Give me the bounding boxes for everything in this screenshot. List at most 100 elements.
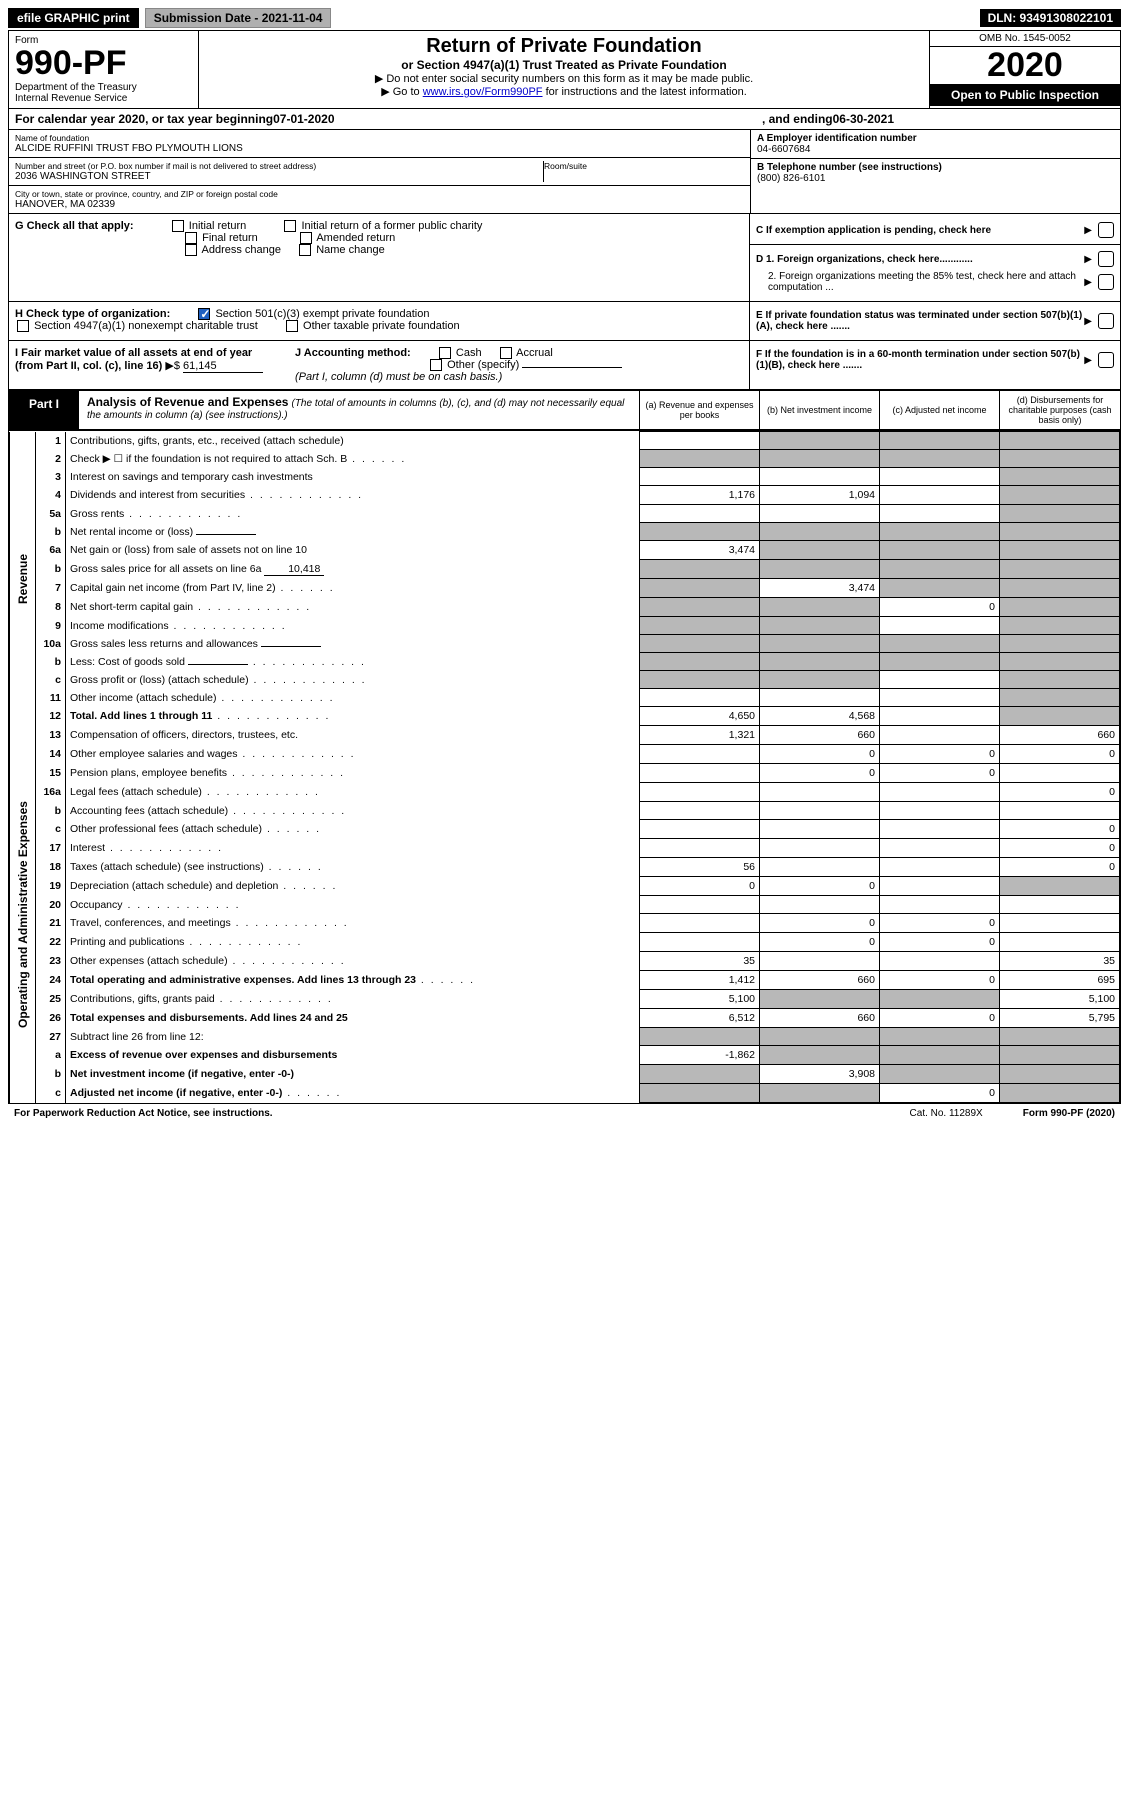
efile-button[interactable]: efile GRAPHIC print: [8, 8, 139, 28]
info-left: Name of foundation ALCIDE RUFFINI TRUST …: [9, 130, 750, 213]
amount-cell: [880, 707, 1000, 726]
line-description: Total. Add lines 1 through 11: [66, 707, 640, 726]
ein-label: A Employer identification number: [757, 133, 1114, 144]
table-row: 4Dividends and interest from securities1…: [10, 486, 1120, 505]
amount-cell: -1,862: [640, 1046, 760, 1065]
line-description: Taxes (attach schedule) (see instruction…: [66, 858, 640, 877]
table-row: 14Other employee salaries and wages000: [10, 745, 1120, 764]
chk-other-taxable[interactable]: [286, 320, 298, 332]
amount-cell: [760, 598, 880, 617]
amount-cell: [1000, 523, 1120, 541]
amount-cell: [760, 635, 880, 653]
amount-cell: [640, 468, 760, 486]
amount-cell: [1000, 877, 1120, 896]
part1-desc: Analysis of Revenue and Expenses (The to…: [79, 391, 640, 429]
amount-cell: [1000, 764, 1120, 783]
table-row: 2Check ▶ ☐ if the foundation is not requ…: [10, 450, 1120, 468]
table-row: 6aNet gain or (loss) from sale of assets…: [10, 541, 1120, 560]
amount-cell: [880, 1028, 1000, 1046]
cal-mid: , and ending: [762, 112, 833, 126]
amount-cell: [1000, 896, 1120, 914]
chk-other-method[interactable]: [430, 359, 442, 371]
chk-e[interactable]: [1098, 313, 1114, 329]
amount-cell: [1000, 617, 1120, 635]
table-row: 18Taxes (attach schedule) (see instructi…: [10, 858, 1120, 877]
phone-value: (800) 826-6101: [757, 173, 1114, 184]
inline-value: 10,418: [264, 563, 324, 576]
line-number: 26: [36, 1009, 66, 1028]
amount-cell: [1000, 560, 1120, 579]
amount-cell: 1,321: [640, 726, 760, 745]
amount-cell: 3,474: [640, 541, 760, 560]
line-number: b: [36, 802, 66, 820]
amount-cell: 1,176: [640, 486, 760, 505]
line-number: a: [36, 1046, 66, 1065]
amount-cell: [760, 468, 880, 486]
chk-accrual[interactable]: [500, 347, 512, 359]
fmv-value: 61,145: [183, 360, 263, 373]
amount-cell: 35: [1000, 952, 1120, 971]
opt-other-method: Other (specify): [447, 359, 519, 371]
h-label: H Check type of organization:: [15, 308, 170, 320]
i-arrow: ▶$: [165, 360, 180, 372]
amount-cell: [1000, 653, 1120, 671]
table-row: 17Interest0: [10, 839, 1120, 858]
table-row: bLess: Cost of goods sold: [10, 653, 1120, 671]
table-row: bGross sales price for all assets on lin…: [10, 560, 1120, 579]
amount-cell: 6,512: [640, 1009, 760, 1028]
amount-cell: [760, 952, 880, 971]
inline-value: [188, 664, 248, 665]
chk-name-change[interactable]: [299, 244, 311, 256]
expenses-side-label: Operating and Administrative Expenses: [10, 726, 36, 1103]
opt-4947: Section 4947(a)(1) nonexempt charitable …: [34, 320, 258, 332]
table-row: cAdjusted net income (if negative, enter…: [10, 1084, 1120, 1103]
opt-name-change: Name change: [316, 244, 385, 256]
chk-address-change[interactable]: [185, 244, 197, 256]
chk-cash[interactable]: [439, 347, 451, 359]
info-right: A Employer identification number 04-6607…: [750, 130, 1120, 213]
submission-date: Submission Date - 2021-11-04: [145, 8, 332, 28]
h-section: H Check type of organization: Section 50…: [9, 302, 750, 340]
table-row: 8Net short-term capital gain0: [10, 598, 1120, 617]
amount-cell: [1000, 541, 1120, 560]
irs-link[interactable]: www.irs.gov/Form990PF: [423, 86, 543, 98]
inline-value: [196, 534, 256, 535]
amount-cell: 0: [880, 598, 1000, 617]
header-right: OMB No. 1545-0052 2020 Open to Public In…: [930, 31, 1120, 108]
chk-final-return[interactable]: [185, 232, 197, 244]
line-number: 15: [36, 764, 66, 783]
amount-cell: [880, 450, 1000, 468]
line-description: Excess of revenue over expenses and disb…: [66, 1046, 640, 1065]
chk-c[interactable]: [1098, 222, 1114, 238]
chk-d1[interactable]: [1098, 251, 1114, 267]
amount-cell: [760, 1028, 880, 1046]
line-description: Net gain or (loss) from sale of assets n…: [66, 541, 640, 560]
amount-cell: [640, 820, 760, 839]
table-row: 10aGross sales less returns and allowanc…: [10, 635, 1120, 653]
open-inspection: Open to Public Inspection: [930, 84, 1120, 106]
amount-cell: [760, 802, 880, 820]
chk-initial-former[interactable]: [284, 220, 296, 232]
chk-501c3[interactable]: [198, 308, 210, 320]
amount-cell: [880, 653, 1000, 671]
col-b-header: (b) Net investment income: [760, 391, 880, 429]
line-number: c: [36, 820, 66, 839]
line-description: Compensation of officers, directors, tru…: [66, 726, 640, 745]
chk-4947[interactable]: [17, 320, 29, 332]
col-d-header: (d) Disbursements for charitable purpose…: [1000, 391, 1120, 429]
col-c-header: (c) Adjusted net income: [880, 391, 1000, 429]
col-a-header: (a) Revenue and expenses per books: [640, 391, 760, 429]
chk-initial-return[interactable]: [172, 220, 184, 232]
amount-cell: [640, 839, 760, 858]
chk-amended[interactable]: [300, 232, 312, 244]
amount-cell: [640, 689, 760, 707]
chk-d2[interactable]: [1098, 274, 1114, 290]
amount-cell: [880, 858, 1000, 877]
chk-f[interactable]: [1098, 352, 1114, 368]
table-row: 26Total expenses and disbursements. Add …: [10, 1009, 1120, 1028]
line-number: 3: [36, 468, 66, 486]
amount-cell: [1000, 598, 1120, 617]
amount-cell: [880, 952, 1000, 971]
line-description: Other professional fees (attach schedule…: [66, 820, 640, 839]
line-description: Other income (attach schedule): [66, 689, 640, 707]
